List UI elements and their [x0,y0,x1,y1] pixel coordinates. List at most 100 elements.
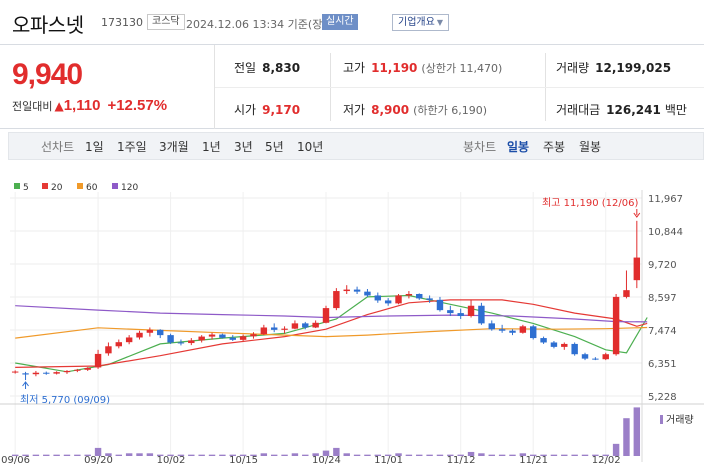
candle-body [270,327,278,330]
realtime-button[interactable]: 실시간 [322,14,358,30]
volume-bar [115,454,122,456]
volume-bar [177,454,185,456]
candlestick-chart[interactable]: 5 20 60 120 11,967 10,844 9,720 8,597 7,474 6,351… [0,170,704,466]
candle-body [571,343,578,355]
lower-limit: (하한가 6,190) [413,104,487,117]
period-1y[interactable]: 1년 [202,140,221,154]
candle-body [395,295,402,304]
period-3y[interactable]: 3년 [234,140,253,154]
candle-body [94,353,102,368]
candle-body [498,329,506,331]
volume-bar [53,454,60,456]
x-tick-label: 11/01 [374,455,403,464]
period-5y[interactable]: 5년 [265,140,284,154]
volume-bar [239,454,247,456]
candle-body [364,291,371,296]
volume-bar [353,454,361,456]
volume-bar [467,451,475,456]
period-1d[interactable]: 1일 [85,140,104,154]
high-annotation: 최고 11,190 (12/06) [542,197,638,209]
y-tick-label: 6,351 [648,359,677,370]
candle-body [540,338,547,343]
volume-bar [498,454,506,456]
legend-swatch [14,183,20,189]
x-tick-label: 09/20 [84,455,113,464]
volume-bar [488,454,495,456]
divider [215,87,704,88]
legend-swatch [112,183,118,189]
y-tick-label: 5,228 [648,392,677,403]
company-info-dropdown[interactable]: 기업개요 ▼ [392,14,449,31]
prev-close-label: 전일 [234,61,257,75]
low-arrow-head [22,381,29,387]
volume-bar [322,450,330,456]
candle-body [509,330,516,333]
volume-bar [364,454,371,456]
candle-monthly[interactable]: 월봉 [579,140,602,154]
volume-bar [612,443,620,456]
volume-bar [43,454,50,456]
volume-bar [633,407,641,456]
open-label: 시가 [234,103,257,117]
ma-line-60 [15,326,648,339]
volume-bar [136,453,143,456]
current-price: 9,940 [12,58,83,91]
volume-bar [395,453,402,456]
volume-label: 거래량 [666,414,694,426]
change-amount: 1,110 [63,97,101,114]
candle-body [436,299,444,311]
open-price: 시가 9,170 [234,101,300,118]
candle-body [467,305,475,317]
volume-bar [550,454,558,456]
prev-close-value: 8,830 [262,61,301,75]
period-10y[interactable]: 10년 [297,140,324,154]
x-tick-label: 10/24 [312,455,341,464]
candle-body [612,296,620,355]
volume-bar [571,454,578,456]
volume-bar [519,453,527,456]
volume-bar [32,454,40,456]
datetime-label: 2024.12.06 13:34 기준(장중) [186,18,337,31]
candle-body [125,337,133,343]
candle-body [115,342,122,347]
candle-chart-label: 봉차트 [463,140,497,154]
candle-body [177,342,185,344]
candle-body [633,257,641,281]
volume-label: 거래량 [556,61,590,75]
volume-bar [312,453,319,456]
volume-bar [457,454,464,456]
volume-bar [426,454,433,456]
volume-bar [250,454,257,456]
candle-body [291,323,299,329]
volume-bar [22,454,29,456]
candle-body [208,334,216,337]
candle-daily[interactable]: 일봉 [507,140,530,154]
legend-label: 5 [23,183,29,193]
candle-weekly[interactable]: 주봉 [543,140,566,154]
low-label: 저가 [343,103,366,117]
amount-label: 거래대금 [556,103,601,117]
volume-bar [540,454,547,456]
candle-body [157,329,164,336]
candle-body [374,295,382,301]
period-3m[interactable]: 3개월 [159,140,189,154]
price-chart[interactable]: 5 20 60 120 11,967 10,844 9,720 8,597 7,474 6,351… [0,170,704,466]
trade-amount: 거래대금 126,241 백만 [556,101,687,118]
high-value: 11,190 [371,61,418,75]
period-1w[interactable]: 1주일 [117,140,147,154]
volume-bar [602,454,609,456]
volume-bar [188,454,195,456]
volume-bar [343,453,350,456]
candle-body [519,326,527,333]
volume: 거래량 12,199,025 [556,59,671,76]
candle-body [260,327,268,335]
volume-bar [84,454,91,456]
volume-bar [157,454,164,456]
volume-bar [219,454,226,456]
volume-bar [125,453,133,456]
low-price: 저가 8,900 (하한가 6,190) [343,101,487,118]
candle-body [22,373,29,375]
change-percent: +12.57% [107,97,168,114]
volume-bar [384,454,392,456]
x-tick-label: 10/15 [229,455,258,464]
